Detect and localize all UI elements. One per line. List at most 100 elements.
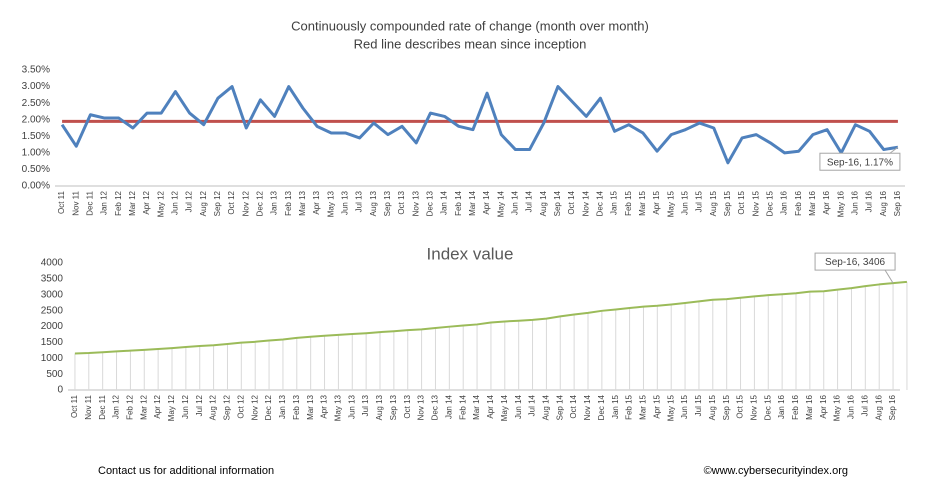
chart-subtitle: Red line describes mean since inception (354, 36, 587, 51)
x-tick-label: Jun 14 (514, 394, 523, 419)
x-tick-label: Dec 11 (98, 394, 107, 419)
x-tick-label: Aug 14 (542, 394, 551, 420)
x-tick-label: Oct 11 (70, 394, 79, 418)
x-tick-label: Dec 11 (86, 190, 95, 215)
x-tick-label: Jan 13 (278, 394, 287, 419)
x-tick-label: Nov 11 (84, 394, 93, 419)
x-tick-label: Mar 16 (805, 394, 814, 419)
annotation-leader (889, 146, 899, 154)
x-tick-label: Dec 15 (763, 394, 772, 420)
x-tick-label: Mar 15 (638, 190, 647, 215)
x-tick-label: Jan 15 (611, 394, 620, 419)
x-tick-label: Oct 15 (736, 394, 745, 418)
y-tick-label: 1.00% (22, 147, 50, 158)
x-tick-label: Nov 15 (751, 190, 760, 216)
x-tick-label: May 12 (167, 394, 176, 421)
x-tick-label: Oct 12 (236, 394, 245, 418)
x-tick-label: Oct 12 (227, 190, 236, 214)
data-line (60, 85, 899, 165)
y-tick-label: 500 (46, 369, 63, 380)
x-tick-label: Jun 15 (680, 394, 689, 419)
data-line (74, 280, 908, 355)
x-tick-label: Jan 16 (777, 394, 786, 419)
x-tick-label: Sep 16 (893, 190, 902, 216)
y-tick-label: 1000 (41, 353, 64, 364)
x-tick-label: May 16 (836, 190, 845, 217)
x-tick-label: May 13 (334, 394, 343, 421)
y-tick-label: 2500 (41, 305, 64, 316)
x-tick-label: Sep 14 (555, 394, 564, 420)
x-tick-label: Aug 12 (199, 190, 208, 216)
x-tick-label: Jun 15 (681, 190, 690, 215)
annotation-box (814, 252, 896, 271)
x-tick-label: Apr 15 (652, 190, 661, 214)
x-tick-label: Nov 13 (411, 190, 420, 216)
x-tick-label: Feb 12 (114, 190, 123, 215)
x-tick-label: Jul 15 (695, 190, 704, 212)
x-tick-label: Jul 13 (361, 394, 370, 416)
y-tick-label: 4000 (41, 258, 64, 269)
x-tick-label: May 14 (496, 190, 505, 217)
x-tick-label: Aug 13 (369, 190, 378, 216)
x-tick-label: Jan 14 (444, 394, 453, 419)
x-tick-label: Apr 13 (312, 190, 321, 214)
x-tick-label: Sep 12 (213, 190, 222, 216)
chart-title: Index value (427, 244, 514, 263)
y-tick-label: 1500 (41, 337, 64, 348)
x-tick-label: Jan 15 (610, 190, 619, 215)
x-tick-label: Jun 12 (171, 190, 180, 215)
footer-left: Contact us for additional information (98, 465, 274, 477)
x-tick-label: Mar 15 (639, 394, 648, 419)
x-tick-label: Dec 12 (264, 394, 273, 420)
x-tick-label: Feb 13 (292, 394, 301, 419)
x-tick-label: Apr 15 (652, 394, 661, 418)
x-tick-label: Oct 13 (403, 394, 412, 418)
y-tick-label: 1.50% (22, 131, 50, 142)
x-tick-label: Dec 13 (431, 394, 440, 420)
x-tick-label: Dec 12 (256, 190, 265, 216)
x-tick-label: Jun 13 (347, 394, 356, 419)
x-tick-label: Jul 15 (694, 394, 703, 416)
x-tick-label: Oct 14 (569, 394, 578, 418)
x-tick-label: Nov 15 (750, 394, 759, 420)
x-tick-label: Aug 14 (539, 190, 548, 216)
annotation: Sep-16, 1.17% (827, 157, 893, 168)
annotation-leader (884, 269, 894, 284)
x-tick-label: Jun 14 (511, 190, 520, 215)
x-tick-label: Jun 12 (181, 394, 190, 419)
x-tick-label: Mar 14 (468, 190, 477, 215)
x-tick-label: Dec 14 (596, 190, 605, 216)
x-tick-label: Apr 16 (822, 190, 831, 214)
x-tick-label: Jan 16 (780, 190, 789, 215)
x-tick-label: Jul 12 (185, 190, 194, 212)
x-tick-label: Aug 13 (375, 394, 384, 420)
x-tick-label: Jul 13 (355, 190, 364, 212)
x-tick-label: Nov 14 (583, 394, 592, 420)
x-tick-label: Feb 12 (126, 394, 135, 419)
x-tick-label: Jul 14 (525, 190, 534, 212)
x-tick-label: Jan 13 (270, 190, 279, 215)
x-tick-label: Mar 13 (298, 190, 307, 215)
x-tick-label: May 13 (326, 190, 335, 217)
x-tick-label: Mar 13 (306, 394, 315, 419)
x-tick-label: Jul 14 (528, 394, 537, 416)
x-tick-label: Apr 13 (320, 394, 329, 418)
y-tick-label: 0 (57, 385, 63, 396)
y-tick-label: 3.50% (22, 65, 50, 76)
x-tick-label: Sep 13 (389, 394, 398, 420)
x-tick-label: Sep 13 (383, 190, 392, 216)
x-tick-label: Apr 12 (153, 394, 162, 418)
x-tick-label: Dec 14 (597, 394, 606, 420)
x-tick-label: Apr 16 (819, 394, 828, 418)
y-tick-label: 0.50% (22, 164, 50, 175)
x-tick-label: Aug 15 (709, 190, 718, 216)
x-tick-label: Nov 13 (417, 394, 426, 420)
x-tick-label: Mar 16 (808, 190, 817, 215)
x-tick-label: Feb 16 (794, 190, 803, 215)
x-tick-label: Mar 12 (128, 190, 137, 215)
x-tick-label: Feb 15 (625, 394, 634, 419)
y-tick-label: 2000 (41, 321, 64, 332)
x-tick-label: Nov 11 (71, 190, 80, 215)
x-tick-label: Nov 12 (250, 394, 259, 420)
